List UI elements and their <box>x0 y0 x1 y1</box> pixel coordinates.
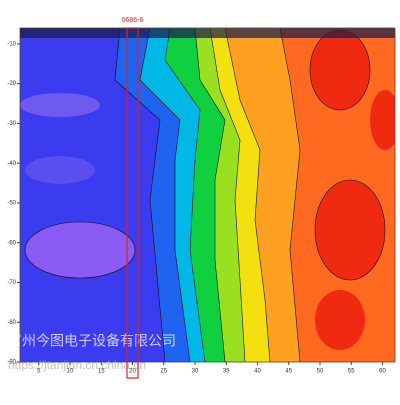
x-tick-label: 40 <box>254 369 261 375</box>
x-tick-label: 15 <box>98 369 105 375</box>
x-tick-label: 20 <box>129 369 136 375</box>
contour-field <box>20 28 395 362</box>
x-tick-label: 60 <box>379 369 386 375</box>
x-tick-label: 50 <box>317 369 324 375</box>
watermark: 广州今图电子设备有限公司 <box>8 333 176 349</box>
watermark: https://jtanjian.cn.china.cn <box>8 358 146 372</box>
y-tick-label: -50 <box>7 201 16 207</box>
plot-frame <box>19 27 396 363</box>
annotation-box <box>126 27 139 379</box>
x-tick-label: 35 <box>223 369 230 375</box>
y-tick-label: -90 <box>7 360 16 366</box>
x-tick-label: 55 <box>348 369 355 375</box>
x-tick-label: 30 <box>192 369 199 375</box>
x-tick-label: 10 <box>67 369 74 375</box>
x-tick-label: 5 <box>37 369 41 375</box>
y-tick-label: -70 <box>7 280 16 286</box>
y-tick-label: -20 <box>7 81 16 87</box>
y-tick-label: -30 <box>7 121 16 127</box>
annotation-label: 0686-6 <box>122 17 144 24</box>
y-tick-label: -60 <box>7 240 16 246</box>
y-tick-label: -40 <box>7 161 16 167</box>
y-tick-label: -10 <box>7 41 16 47</box>
x-tick-label: 45 <box>285 369 292 375</box>
y-tick-label: -80 <box>7 320 16 326</box>
x-tick-label: 25 <box>160 369 167 375</box>
